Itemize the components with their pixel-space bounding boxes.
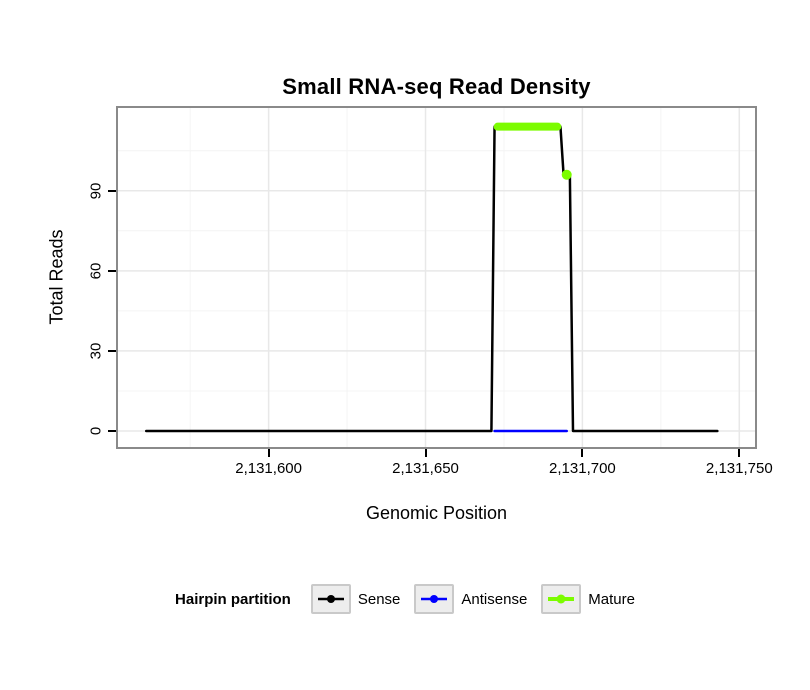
legend-label-sense: Sense [357,590,401,608]
plot-panel [116,106,757,449]
x-tick-label: 2,131,600 [235,460,302,477]
y-tick-mark [108,269,116,272]
legend-label-mature: Mature [588,590,635,608]
x-tick-mark [424,449,427,457]
x-tick-label: 2,131,650 [392,460,459,477]
legend-item-sense: Sense [310,584,401,614]
x-tick-mark [738,449,741,457]
chart-title: Small RNA-seq Read Density [282,74,591,99]
legend-title: Hairpin partition [175,590,291,608]
series-line-sense [144,125,719,433]
x-axis-label: Genomic Position [365,503,508,523]
legend-key-sense [310,584,351,614]
series-point-mature [561,169,572,180]
legend-key-glyph-icon [421,595,448,603]
y-tick-label: 60 [87,262,105,280]
legend-item-antisense: Antisense [414,584,527,614]
y-tick-label: 0 [87,426,105,436]
y-tick-mark [108,429,116,432]
legend-key-mature [541,584,582,614]
legend-label-antisense: Antisense [461,590,528,608]
y-axis-label: Total Reads [46,229,67,325]
x-tick-label: 2,131,700 [549,460,616,477]
legend: Hairpin partition Sense Antisense Mature [0,582,810,616]
y-tick-label: 30 [87,342,105,360]
legend-key-glyph-icon [317,595,344,603]
x-tick-label: 2,131,750 [705,460,773,477]
legend-key-antisense [414,584,455,614]
y-tick-mark [108,349,116,352]
x-tick-mark [581,449,584,457]
y-tick-label: 90 [87,182,105,200]
plot-area-svg [118,108,755,447]
x-tick-mark [267,449,270,457]
y-tick-mark [108,189,116,192]
legend-key-glyph-icon [548,594,575,604]
legend-item-mature: Mature [541,584,635,614]
